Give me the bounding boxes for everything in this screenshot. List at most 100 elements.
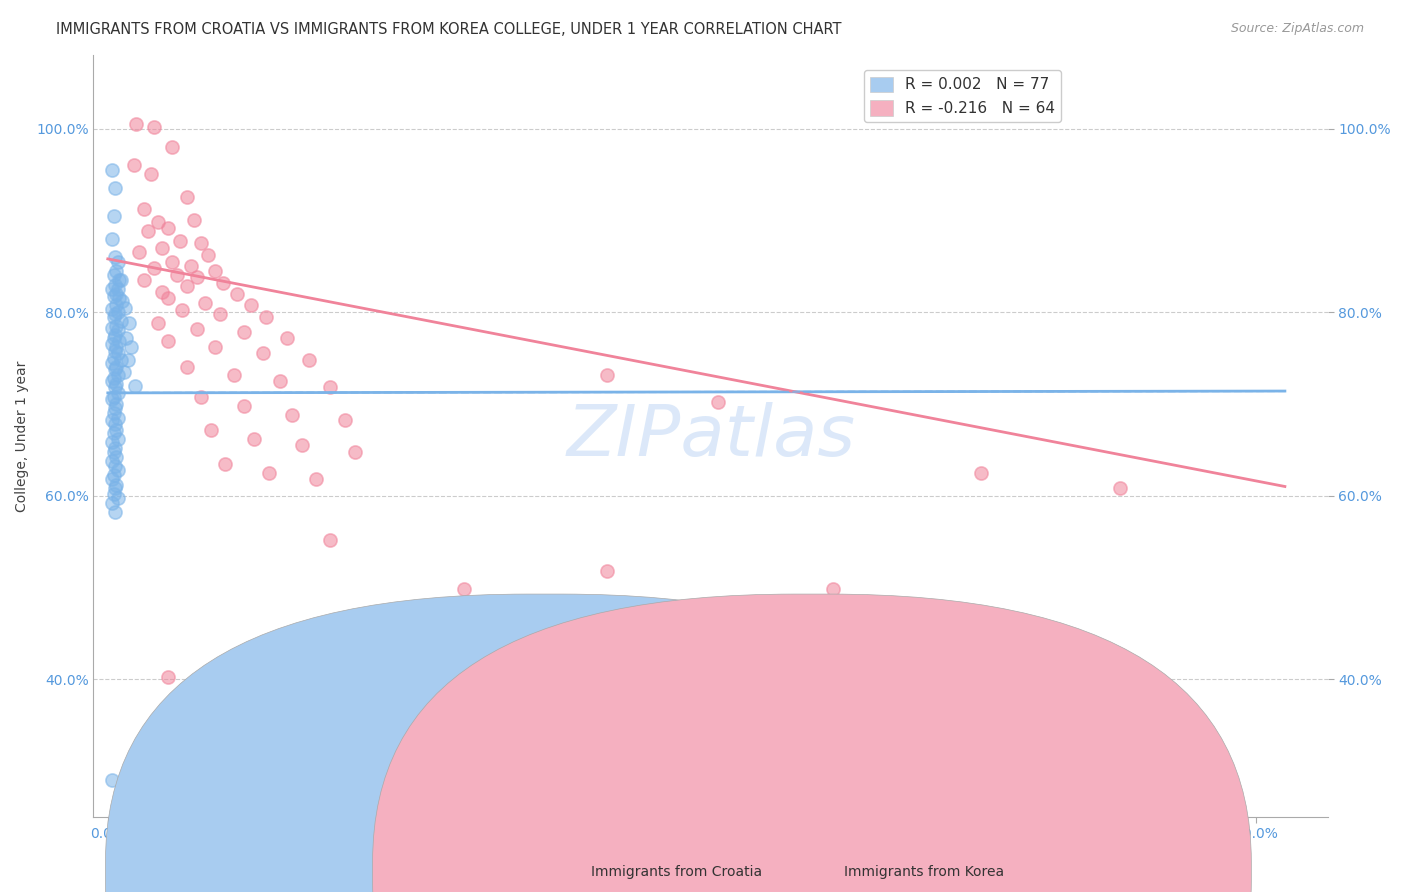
Point bbox=[290, 438, 312, 452]
Point bbox=[105, 286, 128, 301]
Point bbox=[190, 390, 212, 404]
Point bbox=[101, 435, 124, 450]
Point bbox=[169, 234, 191, 248]
Point bbox=[180, 259, 202, 273]
Point bbox=[101, 496, 124, 510]
Point bbox=[190, 236, 212, 251]
Point bbox=[333, 413, 356, 427]
Text: IMMIGRANTS FROM CROATIA VS IMMIGRANTS FROM KOREA COLLEGE, UNDER 1 YEAR CORRELATI: IMMIGRANTS FROM CROATIA VS IMMIGRANTS FR… bbox=[56, 22, 842, 37]
Point bbox=[107, 305, 129, 319]
Point bbox=[107, 368, 129, 382]
Point bbox=[194, 296, 217, 310]
Point bbox=[103, 426, 125, 441]
Point bbox=[142, 261, 165, 276]
Point bbox=[103, 390, 125, 404]
Point bbox=[101, 392, 124, 407]
Point bbox=[200, 423, 222, 437]
Point bbox=[254, 310, 277, 324]
Point bbox=[319, 380, 342, 394]
Point bbox=[110, 352, 132, 367]
Point bbox=[120, 340, 142, 354]
Point bbox=[101, 356, 124, 370]
Point bbox=[142, 120, 165, 134]
Point bbox=[162, 254, 184, 268]
Point bbox=[104, 417, 127, 431]
Point bbox=[132, 273, 155, 287]
Point bbox=[453, 582, 475, 597]
Point bbox=[224, 368, 246, 382]
Text: Immigrants from Korea: Immigrants from Korea bbox=[844, 864, 1004, 879]
Point bbox=[104, 328, 127, 343]
Point bbox=[157, 670, 180, 684]
Point bbox=[157, 220, 180, 235]
Point bbox=[183, 213, 205, 227]
Point bbox=[105, 318, 128, 333]
Point bbox=[105, 397, 128, 411]
Point bbox=[104, 250, 127, 264]
Point bbox=[176, 360, 198, 375]
Point bbox=[197, 248, 219, 262]
Point bbox=[233, 326, 256, 340]
Point bbox=[103, 371, 125, 385]
Point bbox=[101, 472, 124, 486]
Point bbox=[1130, 677, 1153, 691]
Point bbox=[101, 374, 124, 388]
Y-axis label: College, Under 1 year: College, Under 1 year bbox=[15, 360, 30, 512]
Point bbox=[969, 466, 991, 480]
Point bbox=[107, 385, 129, 400]
Point bbox=[132, 202, 155, 217]
Point bbox=[101, 320, 124, 334]
Point bbox=[596, 368, 619, 382]
Point bbox=[166, 268, 188, 283]
Point bbox=[103, 209, 125, 223]
Point bbox=[136, 224, 159, 238]
Point bbox=[211, 276, 233, 290]
Point bbox=[208, 307, 231, 321]
Point bbox=[108, 291, 131, 305]
Point bbox=[103, 406, 125, 420]
Point bbox=[101, 454, 124, 468]
Point bbox=[105, 360, 128, 375]
Point bbox=[105, 477, 128, 491]
Text: Source: ZipAtlas.com: Source: ZipAtlas.com bbox=[1230, 22, 1364, 36]
Point bbox=[252, 346, 274, 360]
Point bbox=[104, 277, 127, 292]
Point bbox=[157, 291, 180, 305]
Point bbox=[111, 294, 134, 309]
Point bbox=[243, 432, 266, 446]
Point bbox=[146, 215, 169, 229]
Point bbox=[103, 288, 125, 302]
Point bbox=[1108, 481, 1130, 495]
Point bbox=[204, 264, 226, 278]
Point bbox=[139, 168, 162, 182]
Point bbox=[104, 181, 127, 195]
Point bbox=[107, 254, 129, 268]
Point bbox=[103, 310, 125, 324]
Point bbox=[103, 487, 125, 501]
Point bbox=[176, 279, 198, 293]
Point bbox=[101, 337, 124, 351]
Point bbox=[104, 362, 127, 376]
Point bbox=[214, 457, 236, 471]
Point bbox=[101, 282, 124, 296]
Point bbox=[107, 323, 129, 337]
Point bbox=[115, 331, 138, 345]
Point bbox=[707, 395, 730, 409]
Point bbox=[110, 314, 132, 328]
Point bbox=[101, 232, 124, 246]
Point bbox=[101, 413, 124, 427]
Point bbox=[112, 365, 135, 379]
Point bbox=[101, 773, 124, 788]
Point bbox=[186, 321, 208, 335]
Point bbox=[114, 301, 136, 315]
Point bbox=[128, 245, 150, 260]
Point bbox=[226, 286, 249, 301]
Point bbox=[269, 374, 291, 388]
Text: Immigrants from Croatia: Immigrants from Croatia bbox=[591, 864, 762, 879]
Point bbox=[124, 378, 146, 392]
Point bbox=[103, 444, 125, 458]
Point bbox=[107, 410, 129, 425]
Point bbox=[104, 459, 127, 474]
Point bbox=[108, 334, 131, 349]
Point bbox=[257, 466, 280, 480]
